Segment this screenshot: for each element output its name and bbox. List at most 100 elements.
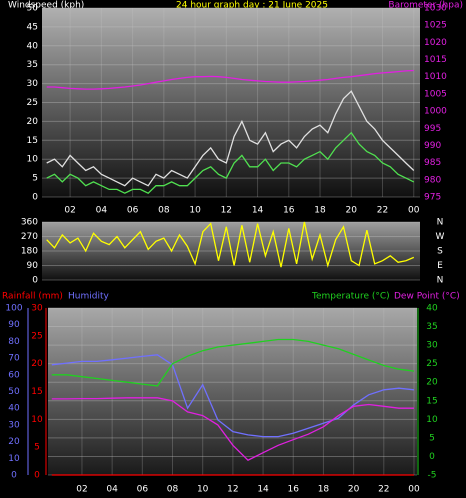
y-tick-label: 20 [31, 359, 43, 369]
x-tick-label: 10 [197, 485, 209, 495]
x-tick-label: 08 [167, 485, 179, 495]
y-tick-label: 100 [5, 304, 22, 314]
x-tick-label: 22 [377, 206, 388, 216]
y-tick-label: 70 [8, 354, 20, 364]
y-tick-label: 35 [426, 322, 437, 332]
x-tick-label: 10 [189, 206, 201, 216]
humidity-label: Humidity [68, 292, 109, 302]
series-line [51, 354, 415, 438]
y-tick-label: 25 [27, 98, 38, 108]
x-tick-label: 06 [127, 206, 139, 216]
y-tick-label: 990 [424, 141, 441, 151]
y-tick-label: 1025 [424, 21, 447, 31]
y-tick-label: 360 [21, 218, 38, 228]
x-tick-label: 02 [76, 485, 87, 495]
y-tick-label: 0 [32, 276, 38, 286]
y-tick-label: 60 [8, 370, 20, 380]
y-tick-label: 5 [34, 443, 40, 453]
y-tick-label: 15 [27, 136, 38, 146]
temperature-label: Temperature (°C) [311, 292, 390, 302]
series-line [51, 397, 414, 461]
y-tick-label: 1005 [424, 89, 447, 99]
y-tick-label: 0 [429, 452, 435, 462]
y-tick-label: 10 [8, 454, 20, 464]
y-tick-label: 270 [21, 232, 38, 242]
y-tick-label: 995 [424, 124, 441, 134]
y-tick-label: 50 [8, 387, 20, 397]
x-tick-label: 22 [378, 485, 389, 495]
y-tick-label: 1015 [424, 55, 447, 65]
y-tick-label: 25 [31, 331, 42, 341]
y-tick-label: 20 [27, 117, 39, 127]
x-tick-label: 20 [348, 485, 360, 495]
x-tick-label: 12 [221, 206, 232, 216]
y-tick-label: 80 [8, 337, 20, 347]
series-line [46, 90, 415, 187]
x-tick-label: 14 [257, 485, 269, 495]
x-tick-label: 14 [252, 206, 264, 216]
wind-axis-label: Windspeed (kph) [8, 1, 84, 11]
x-tick-label: 04 [96, 206, 108, 216]
y-tick-label: 1020 [424, 38, 447, 48]
y-tick-label: 15 [31, 387, 42, 397]
x-tick-label: 04 [106, 485, 118, 495]
y-tick-label: 30 [31, 304, 43, 314]
y-tick-label: 90 [8, 320, 20, 330]
series-line [46, 131, 415, 194]
y-tick-label: 0 [32, 193, 38, 203]
y-tick-label: 5 [32, 174, 38, 184]
compass-label: W [436, 232, 445, 242]
y-tick-label: 30 [27, 79, 39, 89]
y-tick-label: 5 [429, 433, 435, 443]
series-line [46, 221, 415, 268]
y-tick-label: 40 [8, 404, 20, 414]
y-tick-label: 0 [11, 471, 17, 481]
y-tick-label: 985 [424, 158, 441, 168]
compass-label: N [437, 218, 444, 228]
y-tick-label: 10 [27, 155, 39, 165]
series-line [51, 338, 415, 387]
x-tick-label: 12 [227, 485, 238, 495]
y-tick-label: 35 [27, 60, 38, 70]
y-tick-label: 10 [31, 415, 43, 425]
baro-axis-label: Barometer (hpa) [388, 1, 463, 11]
y-tick-label: 1010 [424, 72, 447, 82]
x-tick-label: 16 [283, 206, 295, 216]
y-tick-label: 25 [426, 359, 437, 369]
x-tick-label: 06 [137, 485, 149, 495]
dewpoint-label: Dew Point (°C) [394, 292, 460, 302]
y-tick-label: 90 [27, 261, 39, 271]
x-tick-label: 00 [408, 206, 420, 216]
y-tick-label: -5 [428, 471, 437, 481]
y-tick-label: 30 [8, 420, 20, 430]
x-tick-label: 08 [158, 206, 170, 216]
rain-label: Rainfall (mm) [2, 292, 63, 302]
x-tick-label: 18 [314, 206, 326, 216]
y-tick-label: 1030 [424, 4, 447, 14]
y-tick-label: 20 [8, 437, 20, 447]
y-tick-label: 980 [424, 175, 441, 185]
y-tick-label: 30 [426, 341, 438, 351]
y-tick-label: 40 [426, 304, 438, 314]
plot-area [48, 308, 417, 475]
chart-title: 24 hour graph day : 21 June 2025 [176, 1, 328, 11]
compass-label: N [437, 276, 444, 286]
y-tick-label: 45 [27, 22, 38, 32]
y-tick-label: 50 [27, 4, 39, 14]
y-tick-label: 1000 [424, 107, 447, 117]
compass-label: E [437, 261, 443, 271]
x-tick-label: 20 [346, 206, 358, 216]
y-tick-label: 975 [424, 193, 441, 203]
x-tick-label: 00 [408, 485, 420, 495]
y-tick-label: 15 [426, 396, 437, 406]
y-tick-label: 40 [27, 41, 39, 51]
x-tick-label: 16 [288, 485, 300, 495]
x-tick-label: 02 [64, 206, 75, 216]
y-tick-label: 0 [34, 471, 40, 481]
y-tick-label: 10 [426, 415, 438, 425]
y-tick-label: 180 [21, 247, 38, 257]
series-line [46, 69, 414, 90]
compass-label: S [437, 247, 443, 257]
y-tick-label: 20 [426, 378, 438, 388]
